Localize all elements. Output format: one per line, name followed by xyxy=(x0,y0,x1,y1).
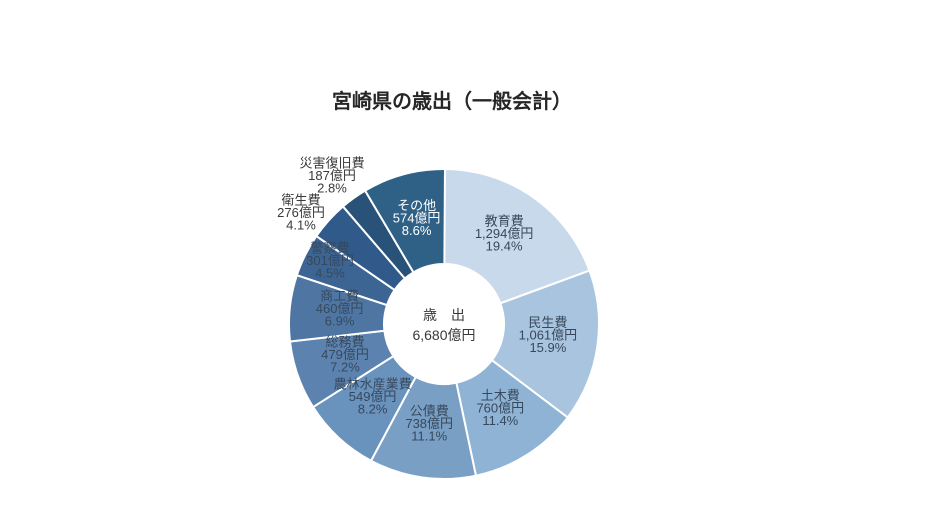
svg-text:2.8%: 2.8% xyxy=(317,181,347,196)
svg-text:4.1%: 4.1% xyxy=(286,218,316,233)
svg-text:8.2%: 8.2% xyxy=(358,402,388,417)
svg-text:6,680億円: 6,680億円 xyxy=(412,327,475,343)
svg-text:4.5%: 4.5% xyxy=(315,266,345,281)
svg-text:11.1%: 11.1% xyxy=(411,429,447,444)
svg-text:6.9%: 6.9% xyxy=(325,314,355,329)
svg-text:歳 出: 歳 出 xyxy=(423,307,465,323)
svg-text:11.4%: 11.4% xyxy=(482,413,518,428)
svg-text:15.9%: 15.9% xyxy=(529,340,566,355)
svg-text:8.6%: 8.6% xyxy=(402,223,432,238)
svg-text:19.4%: 19.4% xyxy=(486,238,523,253)
svg-text:7.2%: 7.2% xyxy=(330,359,360,374)
